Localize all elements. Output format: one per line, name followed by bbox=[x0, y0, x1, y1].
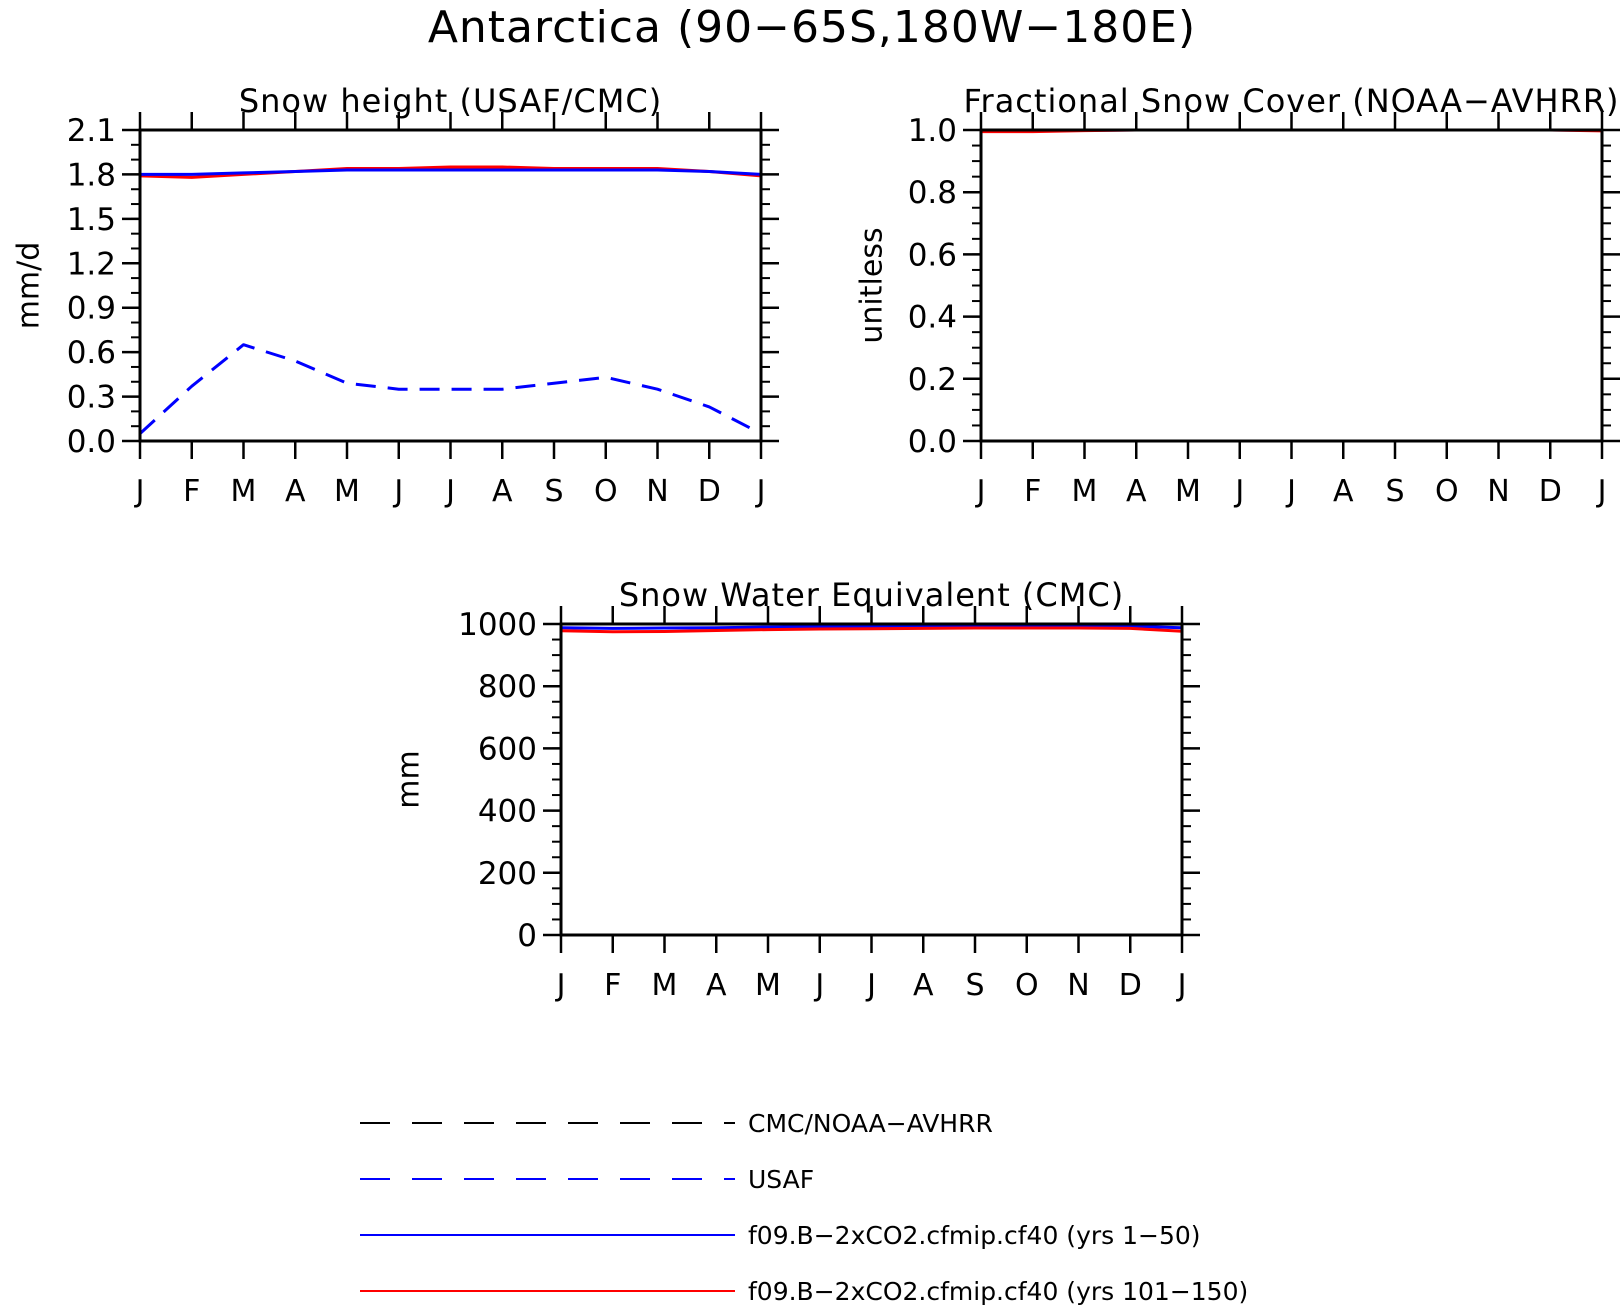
y-tick-label: 0.4 bbox=[908, 300, 957, 336]
x-tick-label: A bbox=[1333, 474, 1354, 509]
chart-panel-3: Snow Water Equivalent (CMC)mm02004006008… bbox=[392, 576, 1200, 1003]
x-tick-label: A bbox=[492, 474, 513, 509]
x-tick-label: J bbox=[813, 968, 824, 1003]
x-tick-label: J bbox=[392, 474, 403, 509]
chart-panel-1: Snow height (USAF/CMC)mm/d0.00.30.60.91.… bbox=[12, 82, 779, 509]
plot-frame bbox=[979, 128, 1604, 443]
x-tick-label: J bbox=[865, 968, 876, 1003]
x-tick-label: A bbox=[706, 968, 727, 1003]
series-line bbox=[138, 343, 762, 435]
legend-entry: CMC/NOAA−AVHRR bbox=[360, 1109, 993, 1138]
x-tick-label: J bbox=[1596, 474, 1607, 509]
plot-frame bbox=[559, 622, 1184, 937]
x-tick-label: D bbox=[698, 474, 721, 509]
x-tick-label: M bbox=[755, 968, 781, 1003]
y-tick-label: 200 bbox=[478, 856, 537, 892]
legend-entry: USAF bbox=[360, 1165, 814, 1194]
series-line bbox=[560, 626, 1183, 634]
x-tick-label: A bbox=[285, 474, 306, 509]
x-tick-label: S bbox=[544, 474, 563, 509]
x-tick-label: J bbox=[1285, 474, 1296, 509]
x-tick-label: S bbox=[965, 968, 984, 1003]
y-tick-label: 0.0 bbox=[67, 424, 116, 460]
y-tick-label: 0.8 bbox=[908, 175, 957, 211]
x-tick-label: J bbox=[1176, 968, 1187, 1003]
plot-frame bbox=[138, 128, 763, 443]
y-tick-label: 1.2 bbox=[67, 246, 116, 282]
x-tick-label: J bbox=[1233, 474, 1244, 509]
series-line bbox=[560, 624, 1183, 630]
x-tick-label: J bbox=[134, 474, 145, 509]
y-tick-label: 0.6 bbox=[67, 335, 116, 371]
x-tick-label: M bbox=[1072, 474, 1098, 509]
legend-entry: f09.B−2xCO2.cfmip.cf40 (yrs 101−150) bbox=[360, 1277, 1248, 1306]
series-line bbox=[140, 168, 762, 176]
x-tick-label: D bbox=[1119, 968, 1142, 1003]
x-tick-label: J bbox=[555, 968, 566, 1003]
x-tick-label: J bbox=[755, 474, 766, 509]
chart-panel-2: Fractional Snow Cover (NOAA−AVHRR)unitle… bbox=[855, 82, 1620, 509]
y-tick-label: 2.1 bbox=[67, 113, 116, 149]
legend-label: CMC/NOAA−AVHRR bbox=[748, 1109, 993, 1138]
y-axis-label: mm bbox=[392, 750, 427, 808]
x-tick-label: O bbox=[1435, 474, 1459, 509]
y-axis-label: mm/d bbox=[12, 242, 47, 330]
y-tick-label: 0.2 bbox=[908, 362, 957, 398]
y-tick-label: 1.5 bbox=[67, 202, 116, 238]
y-tick-label: 0.0 bbox=[908, 424, 957, 460]
legend-label: USAF bbox=[748, 1165, 814, 1194]
x-tick-label: M bbox=[1175, 474, 1201, 509]
x-tick-label: S bbox=[1385, 474, 1404, 509]
y-tick-label: 600 bbox=[478, 731, 537, 767]
legend-entry: f09.B−2xCO2.cfmip.cf40 (yrs 1−50) bbox=[360, 1221, 1201, 1250]
y-tick-label: 400 bbox=[478, 794, 537, 830]
chart-panels: Snow height (USAF/CMC)mm/d0.00.30.60.91.… bbox=[12, 82, 1620, 1003]
y-tick-label: 1.0 bbox=[908, 113, 957, 149]
x-tick-label: N bbox=[646, 474, 668, 509]
x-tick-label: J bbox=[444, 474, 455, 509]
x-tick-label: M bbox=[334, 474, 360, 509]
y-tick-label: 1.8 bbox=[67, 157, 116, 193]
x-tick-label: M bbox=[231, 474, 257, 509]
x-tick-label: F bbox=[183, 474, 200, 509]
y-tick-label: 800 bbox=[478, 669, 537, 705]
x-tick-label: N bbox=[1487, 474, 1509, 509]
x-tick-label: J bbox=[975, 474, 986, 509]
figure-title: Antarctica (90−65S,180W−180E) bbox=[428, 2, 1196, 53]
y-tick-label: 1000 bbox=[458, 607, 537, 643]
y-tick-label: 0.3 bbox=[67, 380, 116, 416]
x-tick-label: F bbox=[1024, 474, 1041, 509]
x-tick-label: A bbox=[1126, 474, 1147, 509]
x-tick-label: N bbox=[1067, 968, 1089, 1003]
x-tick-label: D bbox=[1539, 474, 1562, 509]
x-tick-label: F bbox=[604, 968, 621, 1003]
x-tick-label: M bbox=[652, 968, 678, 1003]
y-tick-label: 0 bbox=[517, 918, 537, 954]
x-tick-label: O bbox=[594, 474, 618, 509]
legend: CMC/NOAA−AVHRR USAF f09.B−2xCO2.cfmip.cf40… bbox=[360, 1109, 1248, 1306]
y-axis-label: unitless bbox=[855, 227, 890, 343]
y-tick-label: 0.6 bbox=[908, 237, 957, 273]
legend-label: f09.B−2xCO2.cfmip.cf40 (yrs 1−50) bbox=[748, 1221, 1201, 1250]
x-tick-label: A bbox=[913, 968, 934, 1003]
legend-label: f09.B−2xCO2.cfmip.cf40 (yrs 101−150) bbox=[748, 1277, 1248, 1306]
x-tick-label: O bbox=[1015, 968, 1039, 1003]
y-tick-label: 0.9 bbox=[67, 291, 116, 327]
